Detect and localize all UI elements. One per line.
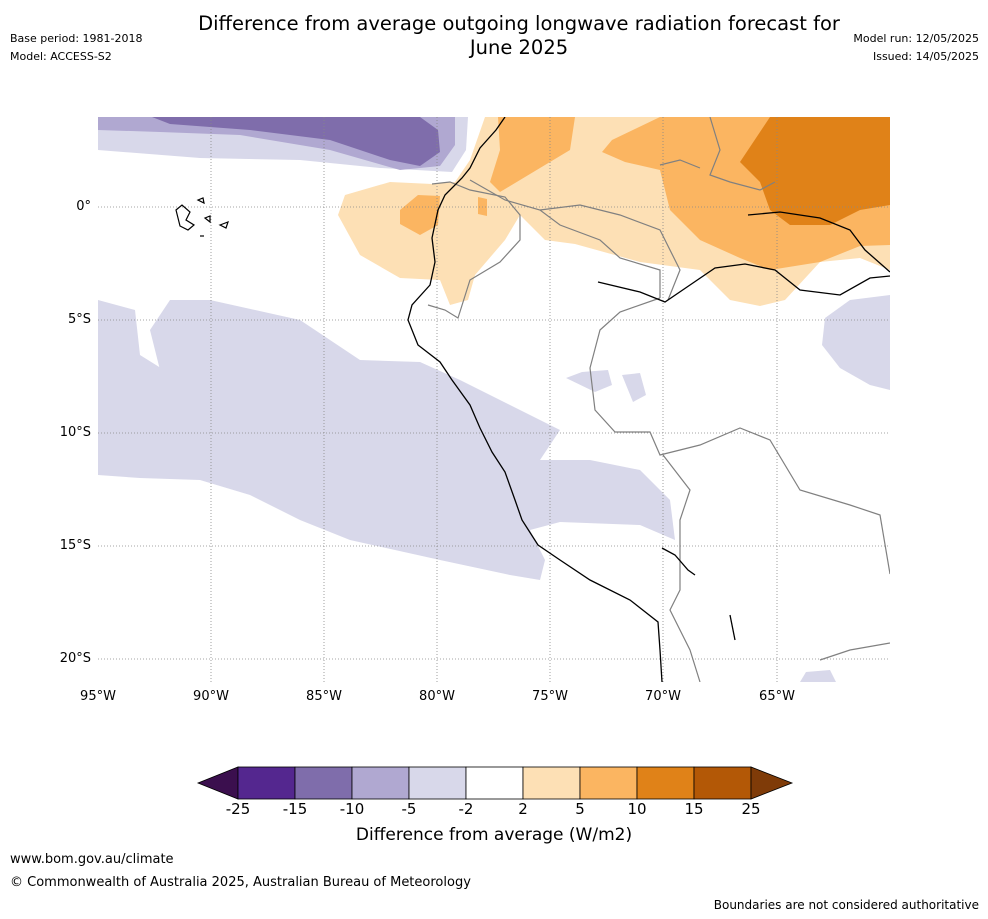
colorbar: [196, 766, 794, 800]
lon-label-65w: 65°W: [759, 689, 795, 704]
colorbar-extend-high: [750, 766, 794, 800]
lat-label-5s: 5°S: [67, 312, 91, 327]
colorbar-box: [693, 766, 752, 800]
map-gridlines: [98, 117, 890, 682]
anomaly-region-neg-inland-1: [566, 370, 612, 392]
colorbar-box: [579, 766, 638, 800]
colorbar-box: [408, 766, 467, 800]
meta-right: Model run: 12/05/2025 Issued: 14/05/2025: [853, 30, 979, 66]
anomaly-region-neg-north-core: [152, 117, 440, 166]
lon-label-75w: 75°W: [532, 689, 568, 704]
colorbar-tick-label: 10: [627, 800, 647, 818]
colorbar-box: [522, 766, 581, 800]
lat-label-20s: 20°S: [59, 651, 91, 666]
colorbar-box: [294, 766, 353, 800]
anomaly-region-pos-strong: [740, 117, 890, 225]
anomaly-region-neg-ocean: [98, 300, 675, 580]
meta-left: Base period: 1981-2018 Model: ACCESS-S2: [10, 30, 142, 66]
footer-disclaimer: Boundaries are not considered authoritat…: [713, 898, 979, 912]
colorbar-tick-label: -10: [339, 800, 365, 818]
model-text: Model: ACCESS-S2: [10, 50, 112, 63]
colorbar-box: [237, 766, 296, 800]
colorbar-tick-label: 15: [684, 800, 704, 818]
anomaly-region-neg-inland-2: [622, 373, 646, 402]
lat-label-0: 0°: [76, 199, 91, 214]
colorbar-tick-label: 5: [575, 800, 585, 818]
anomaly-region-pos-medium-north: [490, 117, 575, 192]
footer-copyright: © Commonwealth of Australia 2025, Austra…: [10, 875, 471, 890]
map-fill-layers: [98, 117, 890, 682]
lon-label-95w: 95°W: [80, 689, 116, 704]
lon-label-70w: 70°W: [645, 689, 681, 704]
anomaly-region-neg-east: [822, 295, 890, 390]
colorbar-box: [465, 766, 524, 800]
footer-url: www.bom.gov.au/climate: [10, 852, 174, 867]
anomaly-region-pos-medium-small: [478, 197, 487, 216]
colorbar-extend-low: [196, 766, 239, 800]
colorbar-box: [636, 766, 695, 800]
colorbar-tick-label: -25: [225, 800, 251, 818]
colorbar-tick-label: -15: [282, 800, 308, 818]
lat-label-15s: 15°S: [59, 538, 91, 553]
anomaly-region-pos-medium-west: [400, 195, 440, 235]
galapagos-islands: [175, 197, 229, 237]
lon-label-90w: 90°W: [193, 689, 229, 704]
issued-text: Issued: 14/05/2025: [872, 50, 979, 63]
model-run-text: Model run: 12/05/2025: [853, 32, 979, 45]
anomaly-region-neg-southeast: [800, 670, 836, 682]
country-borders: [427, 117, 890, 682]
chart-title: Difference from average outgoing longwav…: [198, 12, 840, 59]
base-period-text: Base period: 1981-2018: [10, 32, 143, 45]
colorbar-box: [351, 766, 410, 800]
colorbar-tick-label: -5: [401, 800, 417, 818]
lat-label-10s: 10°S: [59, 425, 91, 440]
lon-label-85w: 85°W: [306, 689, 342, 704]
colorbar-tick-label: 25: [741, 800, 761, 818]
colorbar-tick-label: -2: [458, 800, 474, 818]
colorbar-tick-label: 2: [518, 800, 528, 818]
coastline: [407, 117, 890, 682]
lon-label-80w: 80°W: [419, 689, 455, 704]
colorbar-label: Difference from average (W/m2): [355, 825, 633, 845]
